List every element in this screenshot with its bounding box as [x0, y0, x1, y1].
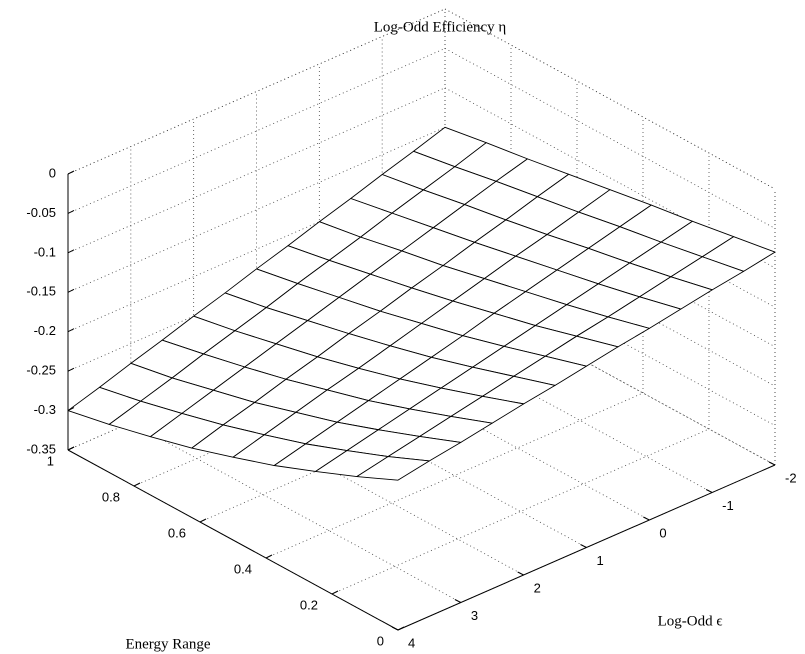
x-tick [391, 626, 399, 631]
y-tick [397, 626, 405, 631]
x-tick-label: 0 [659, 525, 666, 540]
z-tick [67, 367, 75, 372]
y-axis-label: Energy Range [125, 636, 210, 652]
z-tick-label: -0.05 [26, 205, 56, 220]
z-tick [67, 328, 75, 333]
grid-line [199, 356, 578, 523]
y-tick-label: 1 [47, 453, 54, 468]
z-tick [67, 209, 75, 214]
grid-line [67, 126, 446, 293]
x-tick [517, 571, 524, 576]
y-tick [133, 482, 141, 487]
y-tick [199, 518, 207, 523]
axis-layer: 0 -0.05 -0.1 -0.15 -0.2 -0.25 -0.3 -0.35 0 0.2 0.4… [26, 165, 796, 650]
x-tick-label: -1 [722, 498, 734, 513]
x-tick-label: 3 [471, 608, 478, 623]
y-tick-label: 0.6 [168, 525, 186, 540]
x-tick-label: -2 [785, 470, 797, 485]
x-axis-label: Log-Odd ϵ [658, 613, 723, 629]
x-tick-label: 4 [408, 635, 415, 650]
z-tick-label: -0.3 [34, 402, 56, 417]
x-tick [705, 489, 713, 493]
box-edge [67, 8, 446, 175]
y-tick [331, 590, 339, 595]
z-tick [67, 407, 75, 412]
surface-layer [67, 126, 776, 481]
z-tick [67, 170, 75, 175]
grid-line [331, 428, 710, 595]
surface-cell [356, 456, 430, 481]
x-tick [643, 516, 650, 521]
z-tick [67, 288, 75, 293]
grid-line [67, 87, 446, 254]
y-tick [265, 554, 273, 559]
chart-title: Log-Odd Efficiency η [374, 19, 507, 35]
grid-line [133, 320, 512, 487]
grid-line [67, 166, 446, 333]
grid-line [67, 205, 446, 372]
x-tick [580, 544, 587, 548]
z-tick-label: 0 [49, 165, 56, 180]
z-tick [67, 249, 75, 254]
z-tick-label: -0.2 [34, 323, 56, 338]
y-tick-label: 0.4 [234, 561, 252, 576]
grid-line [67, 48, 446, 214]
y-tick-label: 0.2 [300, 597, 318, 612]
y-axis [67, 449, 399, 631]
x-tick-label: 1 [597, 553, 604, 568]
z-tick-label: -0.25 [26, 363, 56, 378]
z-tick-label: -0.35 [26, 441, 56, 456]
x-tick-label: 2 [534, 580, 541, 595]
z-tick-label: -0.1 [34, 244, 56, 259]
x-tick [454, 599, 462, 603]
z-tick-label: -0.15 [26, 284, 56, 299]
y-tick-label: 0.8 [102, 489, 120, 504]
grid-line [265, 392, 644, 559]
y-tick-label: 0 [377, 633, 384, 648]
x-tick [768, 461, 776, 466]
y-tick [67, 446, 75, 451]
